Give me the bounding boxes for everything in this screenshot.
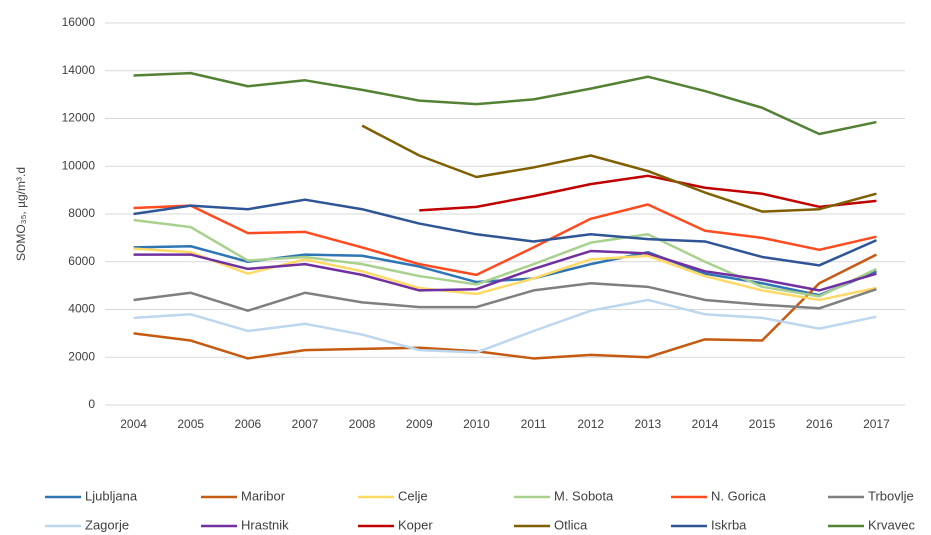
series-line	[133, 253, 877, 360]
series-line	[419, 174, 877, 212]
y-tick-label: 0	[88, 397, 95, 411]
legend-label: Iskrba	[711, 517, 747, 532]
series-line	[133, 247, 877, 302]
x-tick-label: 2015	[749, 417, 776, 431]
series-line	[133, 298, 877, 354]
x-tick-label: 2007	[292, 417, 319, 431]
y-tick-label: 14000	[62, 63, 96, 77]
x-tick-label: 2006	[235, 417, 262, 431]
y-tick-label: 6000	[68, 254, 95, 268]
legend-label: Otlica	[554, 517, 588, 532]
legend-label: Celje	[398, 488, 428, 503]
series-line	[133, 198, 877, 267]
x-tick-label: 2004	[120, 417, 147, 431]
y-axis-title: SOMO₃₅, µg/m³.d	[14, 167, 28, 261]
legend-label: Zagorje	[85, 517, 129, 532]
x-tick-label: 2016	[806, 417, 833, 431]
x-tick-label: 2005	[177, 417, 204, 431]
x-tick-label: 2012	[577, 417, 604, 431]
series-line	[133, 249, 877, 292]
y-tick-label: 4000	[68, 302, 95, 316]
x-tick-label: 2009	[406, 417, 433, 431]
y-tick-label: 8000	[68, 206, 95, 220]
legend-label: Koper	[398, 517, 433, 532]
x-tick-label: 2011	[521, 417, 547, 431]
x-tick-label: 2014	[692, 417, 719, 431]
y-tick-label: 12000	[62, 111, 96, 125]
x-tick-label: 2010	[463, 417, 490, 431]
series-line	[133, 218, 877, 298]
x-tick-label: 2017	[863, 417, 890, 431]
series-line	[361, 124, 877, 213]
y-tick-label: 2000	[68, 349, 95, 363]
x-tick-label: 2013	[635, 417, 662, 431]
legend-label: Trbovlje	[868, 488, 914, 503]
series-line	[133, 71, 877, 136]
y-tick-label: 10000	[62, 158, 96, 172]
series-line	[133, 281, 877, 312]
legend-label: Krvavec	[868, 517, 915, 532]
legend-label: Maribor	[241, 488, 286, 503]
legend-label: M. Sobota	[554, 488, 614, 503]
legend-label: Hrastnik	[241, 517, 289, 532]
x-tick-label: 2008	[349, 417, 376, 431]
series-line	[133, 203, 877, 277]
legend-label: N. Gorica	[711, 488, 767, 503]
y-tick-label: 16000	[62, 15, 96, 29]
legend-label: Ljubljana	[85, 488, 138, 503]
